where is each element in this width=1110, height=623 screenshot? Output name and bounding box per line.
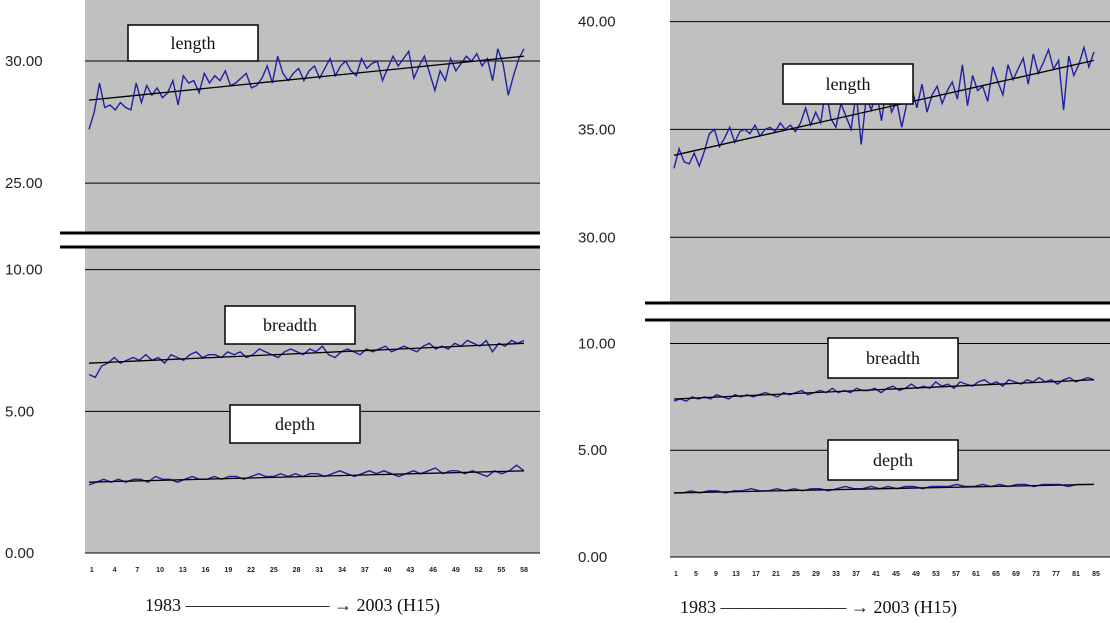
- trendline-breadth: [673, 379, 1095, 400]
- series-label-box: [127, 24, 259, 62]
- x-tick-label: 53: [932, 571, 940, 578]
- x-tick-label: 41: [872, 571, 880, 578]
- y-tick-label: 0.00: [578, 549, 607, 566]
- chart-panel-2: 40.00 35.00 30.00 10.00 5.00 0.00 1 5 9 13 17 21 25 2…: [578, 0, 1110, 618]
- x-tick-label: 28: [293, 567, 301, 574]
- x-axis-caption: 1983 ———————— → 2003 (H15): [145, 595, 440, 616]
- x-tick-label: 61: [972, 571, 980, 578]
- plot-area-lower: [85, 247, 540, 553]
- series-label-box: [827, 439, 959, 481]
- x-tick-label: 49: [912, 571, 920, 578]
- x-tick-label: 10: [156, 567, 164, 574]
- y-tick-label: 10.00: [578, 335, 616, 352]
- trendline-length: [673, 59, 1095, 156]
- y-tick-label: 30.00: [5, 53, 43, 70]
- y-tick-label: 40.00: [578, 14, 616, 31]
- x-tick-label: 37: [361, 567, 369, 574]
- series-label-box: [827, 337, 959, 379]
- x-tick-label: 7: [135, 567, 139, 574]
- x-tick-label: 17: [752, 571, 760, 578]
- trendline-depth: [88, 470, 525, 483]
- series-label-length: length: [826, 74, 871, 94]
- x-tick-label: 21: [772, 571, 780, 578]
- x-tick-label: 33: [832, 571, 840, 578]
- x-tick-label: 43: [406, 567, 414, 574]
- x-tick-label: 25: [792, 571, 800, 578]
- series-label-breadth: breadth: [263, 315, 317, 335]
- x-tick-label: 52: [475, 567, 483, 574]
- series-label-box: [224, 305, 356, 345]
- y-tick-label: 35.00: [578, 121, 616, 138]
- series-line-length: [88, 48, 525, 130]
- trendline-length: [88, 55, 525, 101]
- x-tick-label: 49: [452, 567, 460, 574]
- y-tick-label: 10.00: [5, 262, 43, 279]
- x-tick-label: 46: [429, 567, 437, 574]
- x-tick-label: 9: [714, 571, 718, 578]
- x-tick-label: 73: [1032, 571, 1040, 578]
- x-tick-label: 13: [732, 571, 740, 578]
- x-tick-label: 31: [315, 567, 323, 574]
- x-tick-label: 1: [90, 567, 94, 574]
- trendline-depth: [673, 483, 1095, 494]
- x-tick-label: 77: [1052, 571, 1060, 578]
- x-tick-label: 29: [812, 571, 820, 578]
- x-tick-label: 1: [674, 571, 678, 578]
- x-tick-label: 69: [1012, 571, 1020, 578]
- x-tick-label: 22: [247, 567, 255, 574]
- x-tick-label: 81: [1072, 571, 1080, 578]
- plot-area-upper: [670, 0, 1110, 302]
- x-tick-label: 13: [179, 567, 187, 574]
- x-tick-label: 58: [520, 567, 528, 574]
- x-tick-label: 85: [1092, 571, 1100, 578]
- series-label-box: [782, 63, 914, 105]
- x-tick-label: 34: [338, 567, 346, 574]
- x-tick-label: 5: [694, 571, 698, 578]
- x-tick-label: 55: [497, 567, 505, 574]
- y-tick-label: 30.00: [578, 229, 616, 246]
- x-tick-label: 25: [270, 567, 278, 574]
- y-tick-label: 25.00: [5, 175, 43, 192]
- x-axis-caption: 1983 ——————— → 2003 (H15): [680, 597, 957, 618]
- x-tick-label: 16: [202, 567, 210, 574]
- x-tick-label: 57: [952, 571, 960, 578]
- series-line-depth: [88, 464, 525, 486]
- y-tick-label: 5.00: [5, 403, 34, 420]
- x-tick-label: 37: [852, 571, 860, 578]
- series-label-depth: depth: [873, 450, 913, 470]
- x-tick-label: 65: [992, 571, 1000, 578]
- series-label-depth: depth: [275, 414, 315, 434]
- chart-panel-1: 30.00 25.00 10.00 5.00 0.00 1 4 7 10 13 16 19 22 25 28…: [5, 0, 540, 616]
- x-tick-label: 45: [892, 571, 900, 578]
- x-tick-label: 40: [384, 567, 392, 574]
- x-tick-label: 19: [224, 567, 232, 574]
- series-label-box: [229, 404, 361, 444]
- x-tick-label: 4: [113, 567, 117, 574]
- series-label-length: length: [171, 33, 216, 53]
- y-tick-label: 5.00: [578, 442, 607, 459]
- y-tick-label: 0.00: [5, 545, 34, 562]
- trendline-breadth: [88, 342, 525, 364]
- series-label-breadth: breadth: [866, 348, 920, 368]
- series-line-depth: [674, 483, 1094, 494]
